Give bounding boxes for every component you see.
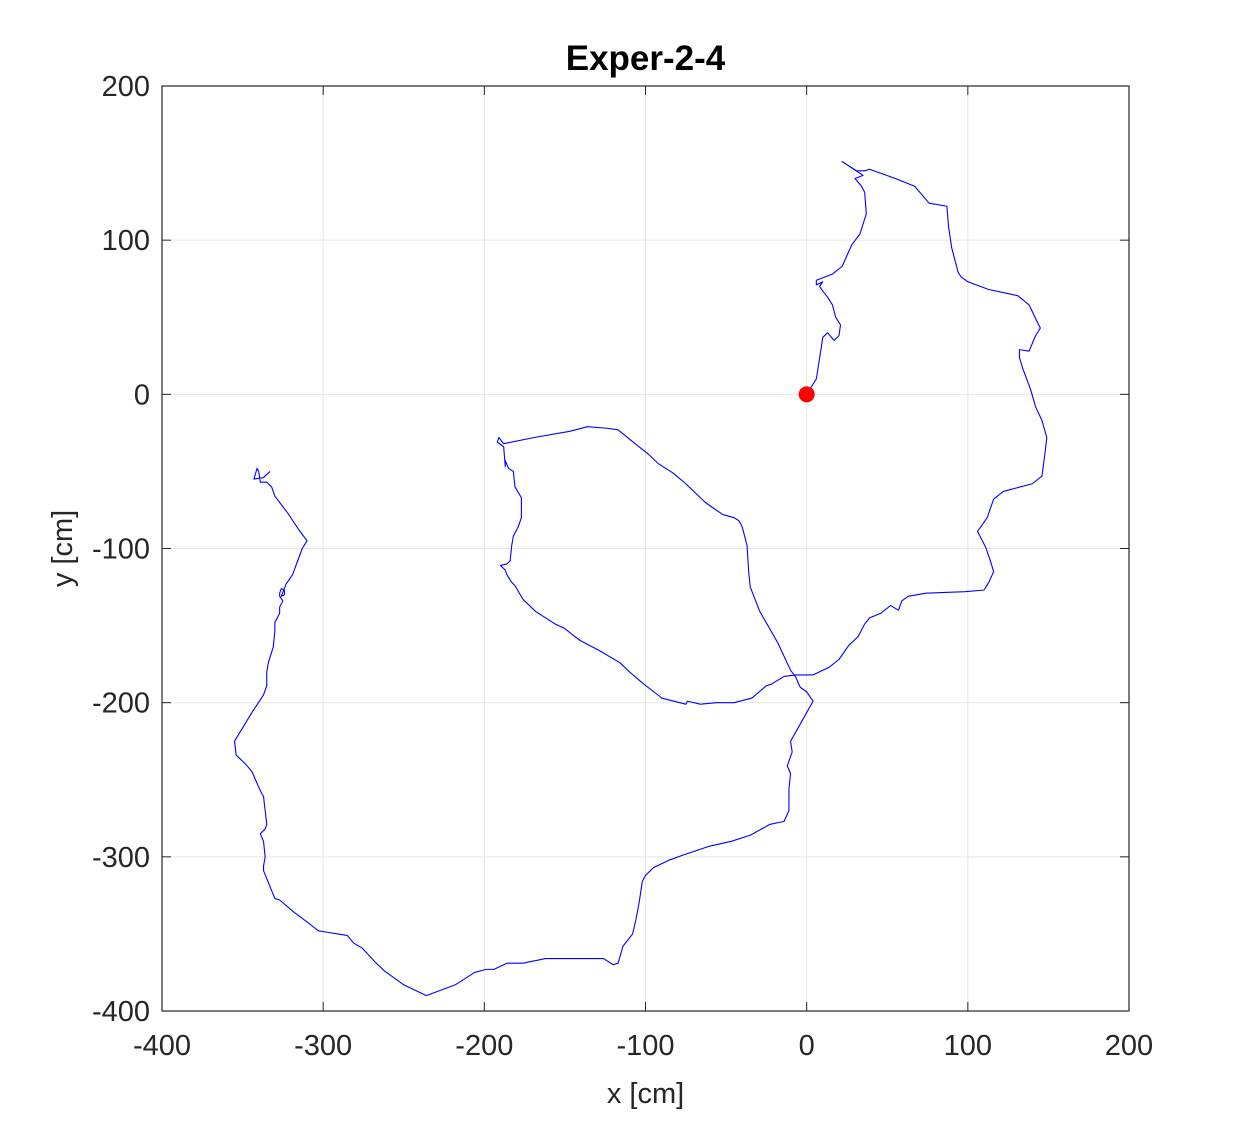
grid-lines — [162, 86, 1129, 1011]
y-tick-label: -200 — [92, 688, 150, 720]
y-tick-label: 0 — [134, 379, 150, 411]
y-tick-label: -100 — [92, 534, 150, 566]
x-tick-label: -100 — [616, 1030, 674, 1062]
y-tick-label: -300 — [92, 842, 150, 874]
start-point-marker — [798, 386, 815, 403]
y-tick-label: 200 — [102, 71, 150, 103]
x-tick-labels: -400 -300 -200 -100 0 100 200 — [133, 1030, 1153, 1062]
y-tick-labels: -400 -300 -200 -100 0 100 200 — [92, 71, 150, 1028]
series-group — [233, 160, 1048, 997]
x-tick-label: -400 — [133, 1030, 191, 1062]
x-axis-label: x [cm] — [607, 1078, 684, 1110]
x-tick-label: 100 — [944, 1030, 992, 1062]
x-tick-label: 0 — [799, 1030, 815, 1062]
x-tick-label: 200 — [1105, 1030, 1153, 1062]
y-tick-label: 100 — [102, 225, 150, 257]
y-axis-label: y [cm] — [47, 510, 79, 587]
axis-ticks — [161, 85, 1130, 1012]
x-tick-label: -300 — [294, 1030, 352, 1062]
start-marker-group — [798, 386, 815, 403]
chart-title: Exper-2-4 — [566, 39, 726, 78]
x-tick-label: -200 — [455, 1030, 513, 1062]
y-tick-label: -400 — [92, 996, 150, 1028]
trajectory-line — [233, 160, 1048, 997]
